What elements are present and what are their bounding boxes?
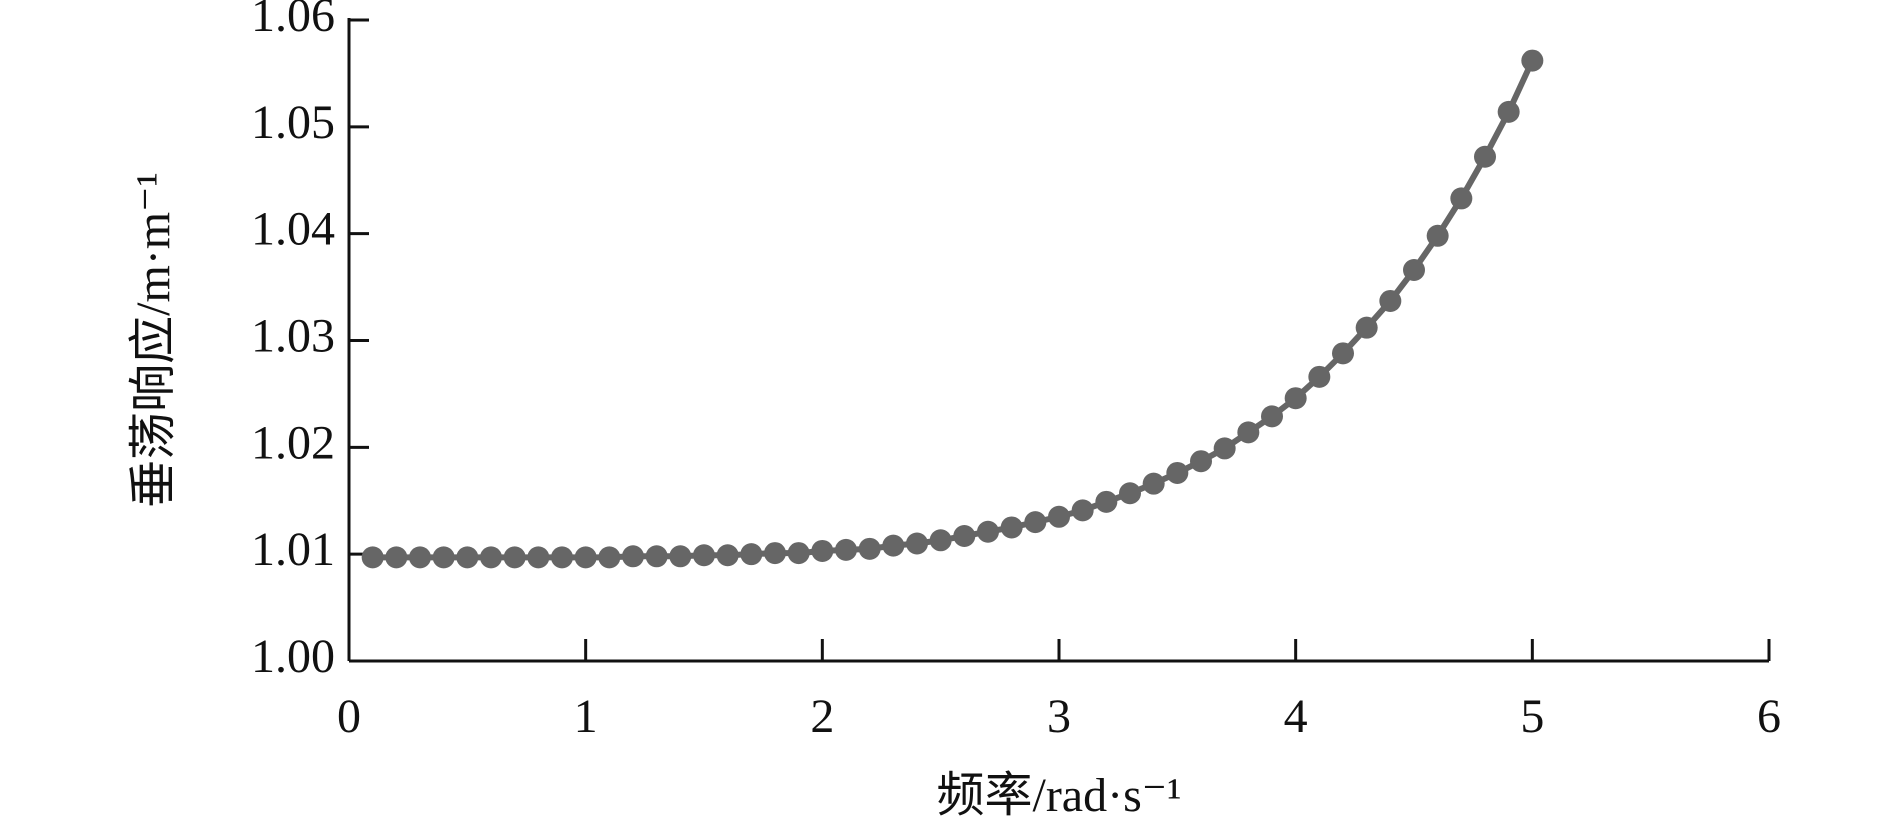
marker: [787, 542, 810, 565]
marker: [456, 546, 479, 569]
marker: [1024, 511, 1047, 534]
marker: [622, 545, 644, 568]
marker: [598, 546, 621, 569]
marker: [1355, 316, 1378, 339]
marker: [1379, 289, 1402, 312]
marker: [385, 546, 408, 569]
x-tick-label: 5: [1520, 690, 1544, 743]
marker: [1308, 365, 1331, 388]
marker: [409, 546, 431, 569]
x-tick-label: 4: [1284, 690, 1308, 743]
marker: [858, 537, 881, 560]
marker: [882, 534, 905, 557]
line: [372, 59, 1536, 561]
y-axis-label: 垂荡响应/m·m⁻¹: [127, 172, 180, 508]
marker: [1474, 145, 1496, 168]
marker: [953, 525, 976, 548]
x-tick-label: 3: [1047, 690, 1071, 743]
marker: [977, 520, 999, 543]
x-tick-label: 2: [810, 690, 834, 743]
marker: [716, 544, 739, 567]
marker: [1521, 49, 1544, 72]
marker: [1119, 482, 1141, 505]
marker: [527, 546, 550, 569]
x-tick-label: 6: [1757, 690, 1781, 743]
marker: [1142, 472, 1165, 495]
marker: [551, 546, 573, 569]
marker: [1284, 387, 1307, 410]
marker: [906, 532, 928, 555]
marker: [1213, 437, 1236, 460]
marker: [1166, 461, 1189, 484]
y-tick-label: 1.00: [251, 630, 335, 683]
marker: [835, 538, 857, 561]
marker: [432, 546, 455, 569]
y-tick-label: 1.05: [251, 96, 335, 149]
marker: [1403, 258, 1425, 281]
marker: [645, 545, 668, 568]
marker: [811, 539, 834, 562]
marker: [480, 546, 502, 569]
marker: [1426, 224, 1449, 247]
x-tick-label: 0: [337, 690, 361, 743]
marker: [929, 529, 952, 552]
marker: [669, 545, 692, 568]
y-tick-label: 1.01: [251, 523, 335, 576]
marker: [1190, 450, 1212, 473]
marker: [764, 542, 786, 565]
x-tick-label: 1: [574, 690, 598, 743]
y-tick-label: 1.04: [251, 203, 335, 256]
x-axis-label: 频率/rad·s⁻¹: [936, 769, 1181, 821]
marker: [693, 544, 715, 567]
marker: [1095, 490, 1118, 513]
marker: [574, 546, 597, 569]
y-tick-label: 1.06: [251, 0, 335, 42]
marker: [1450, 187, 1473, 210]
marker: [1048, 505, 1070, 528]
marker: [1332, 342, 1354, 365]
marker: [503, 546, 526, 569]
marker: [1497, 100, 1520, 123]
y-tick-label: 1.02: [251, 416, 335, 469]
marker: [1071, 499, 1094, 522]
marker: [361, 546, 384, 569]
marker: [1000, 516, 1023, 539]
marker: [1261, 405, 1283, 428]
marker: [740, 543, 763, 566]
y-tick-label: 1.03: [251, 310, 335, 363]
marker: [1237, 421, 1260, 444]
